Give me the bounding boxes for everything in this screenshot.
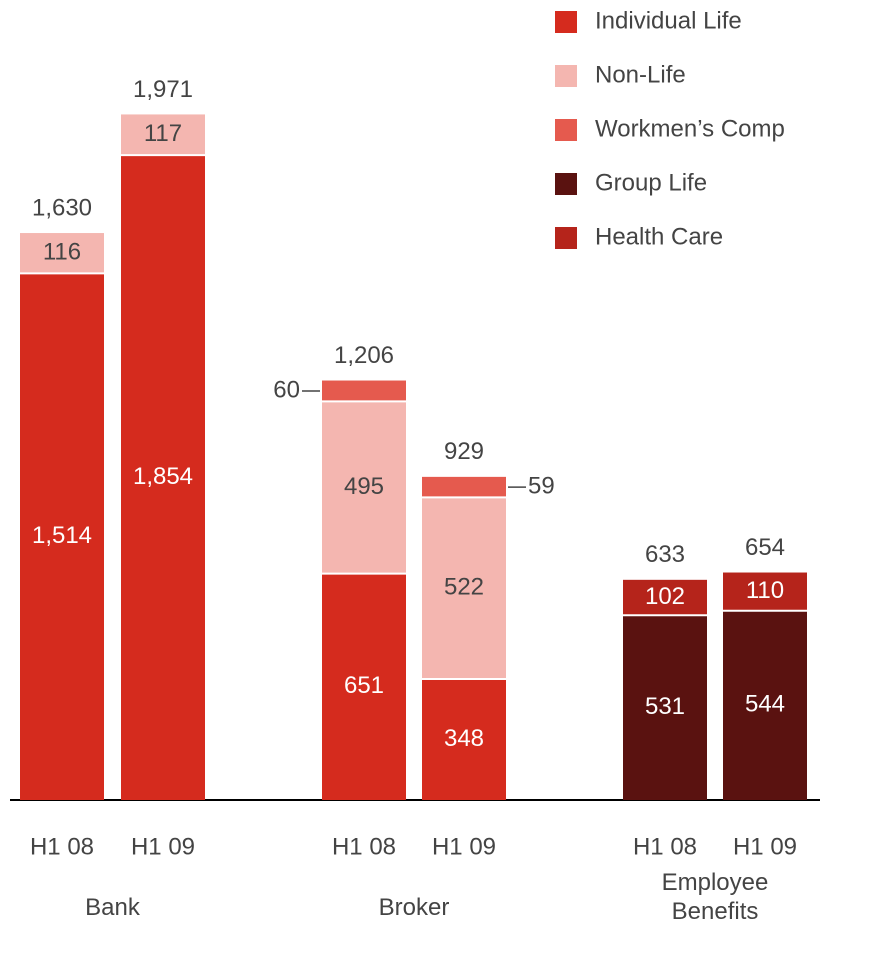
bar-segment <box>322 401 406 574</box>
total-label: 1,630 <box>32 194 92 221</box>
value-label: 1,514 <box>32 522 92 549</box>
bar-segment <box>723 610 807 800</box>
bar-segment <box>20 233 104 274</box>
bar-segment <box>723 572 807 611</box>
total-label: 654 <box>745 534 785 561</box>
legend-label: Workmen’s Comp <box>595 115 785 142</box>
bar-segment <box>20 273 104 800</box>
group-label: Employee Benefits <box>661 869 769 925</box>
bar-segment <box>422 476 506 498</box>
group-label: Bank <box>85 894 140 921</box>
legend-swatch <box>555 173 577 195</box>
bar-segment <box>121 155 205 800</box>
group-label: Broker <box>378 894 450 921</box>
value-label: 348 <box>444 725 484 752</box>
value-label: 60 <box>273 376 300 403</box>
bar-segment <box>623 579 707 616</box>
bar-segment <box>322 380 406 402</box>
value-label: 110 <box>746 577 784 604</box>
legend-swatch <box>555 65 577 87</box>
x-tick-label: H1 08 <box>633 833 697 860</box>
bar-segment <box>121 114 205 156</box>
legend-swatch <box>555 227 577 249</box>
value-label: 1,854 <box>133 463 193 490</box>
x-tick-label: H1 08 <box>332 833 396 860</box>
bar-segment <box>322 573 406 800</box>
value-label: 651 <box>344 672 384 699</box>
value-label: 116 <box>43 239 81 266</box>
x-tick-label: H1 08 <box>30 833 94 860</box>
x-tick-label: H1 09 <box>733 833 797 860</box>
bar-segment <box>623 615 707 800</box>
legend-label: Health Care <box>595 223 723 250</box>
total-label: 929 <box>444 438 484 465</box>
bar-segment <box>422 497 506 679</box>
value-label: 531 <box>645 693 685 720</box>
total-label: 1,206 <box>334 342 394 369</box>
x-tick-label: H1 09 <box>131 833 195 860</box>
bar-segment <box>422 678 506 800</box>
legend-label: Individual Life <box>595 7 742 34</box>
total-label: 633 <box>645 541 685 568</box>
value-label: 59 <box>528 472 555 499</box>
value-label: 495 <box>344 473 384 500</box>
legend-label: Group Life <box>595 169 707 196</box>
total-label: 1,971 <box>133 76 193 103</box>
legend-swatch <box>555 119 577 141</box>
value-label: 102 <box>645 583 685 610</box>
value-label: 544 <box>745 691 785 718</box>
legend-swatch <box>555 11 577 33</box>
value-label: 522 <box>444 574 484 601</box>
x-tick-label: H1 09 <box>432 833 496 860</box>
value-label: 117 <box>144 120 182 147</box>
legend-label: Non-Life <box>595 61 686 88</box>
